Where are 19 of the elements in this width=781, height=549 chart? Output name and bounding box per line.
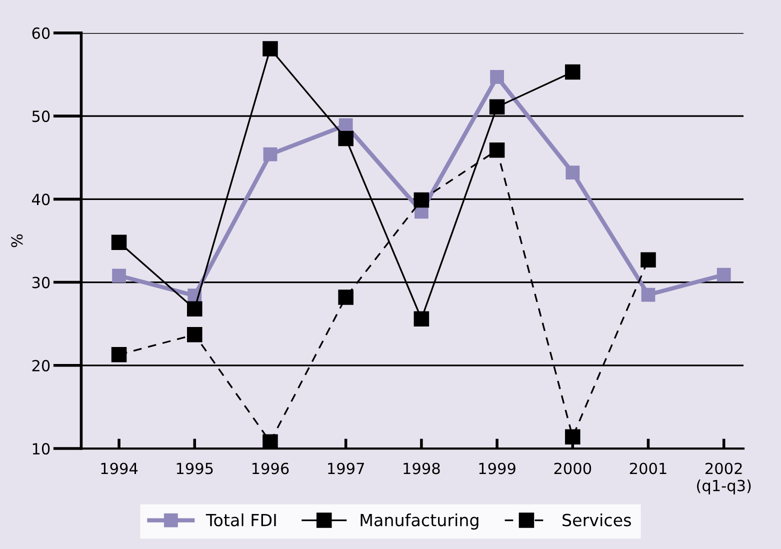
x-tick-label: 2002 (q1-q3) [697, 462, 751, 494]
y-axis-title: % [11, 234, 23, 248]
y-tick-label: 30 [32, 276, 50, 288]
y-tick-label: 40 [32, 194, 50, 206]
x-tick-label: 2000 [554, 462, 592, 474]
y-tick-label: 60 [32, 27, 50, 39]
y-tick-label: 20 [32, 360, 50, 372]
x-tick-label: 1995 [176, 462, 213, 474]
x-tick-label: 1999 [479, 462, 516, 474]
legend-label: Total FDI [206, 513, 276, 526]
x-tick-label: 1994 [101, 462, 138, 474]
x-tick-label: 1996 [252, 462, 289, 474]
legend-label: Manufacturing [360, 513, 478, 530]
x-tick-label: 2001 [630, 462, 666, 474]
y-tick-label: 50 [32, 110, 50, 122]
x-tick-label: 1997 [328, 462, 364, 474]
y-tick-label: 10 [32, 443, 50, 455]
x-tick-label: 1998 [404, 462, 440, 474]
legend-label: Services [562, 513, 631, 526]
